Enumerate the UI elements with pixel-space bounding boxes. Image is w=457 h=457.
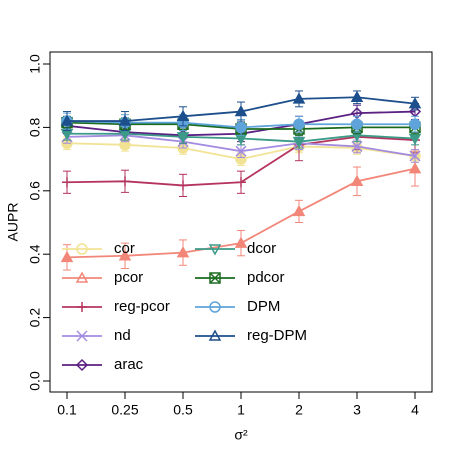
point (408, 162, 422, 174)
legend-label: reg-DPM (247, 327, 307, 344)
legend-marker (75, 271, 89, 283)
point (60, 250, 74, 263)
marker-shape (408, 97, 422, 109)
marker-shape (60, 250, 74, 263)
legend-label: nd (114, 327, 131, 344)
marker-shape (235, 121, 247, 134)
point (118, 114, 132, 126)
y-tick-label: 1.0 (27, 54, 43, 74)
marker-shape (408, 162, 422, 174)
x-axis-label: σ² (234, 427, 248, 443)
legend-marker (75, 358, 89, 372)
marker-shape (293, 118, 305, 130)
legend-marker (208, 244, 222, 256)
marker-shape (60, 114, 74, 126)
marker-shape (176, 109, 190, 122)
x-tick-label: 0.5 (173, 402, 193, 418)
point (351, 118, 363, 130)
marker-shape (409, 118, 421, 130)
point (62, 177, 72, 188)
point (292, 204, 306, 217)
point (118, 249, 132, 261)
point (236, 177, 246, 188)
legend-label: pcor (114, 269, 143, 286)
marker-shape (292, 204, 306, 217)
marker-shape (234, 105, 248, 117)
point (350, 90, 364, 103)
point (60, 114, 74, 126)
legend-label: pdcor (247, 269, 285, 286)
point (178, 180, 188, 191)
legend-label: arac (114, 356, 144, 373)
marker-shape (235, 145, 247, 157)
point (409, 150, 421, 162)
marker-shape (75, 271, 89, 283)
x-tick-label: 1 (237, 402, 245, 418)
marker-shape (209, 272, 221, 284)
x-tick-label: 3 (353, 402, 361, 418)
point (176, 109, 190, 122)
point (235, 145, 247, 157)
marker-shape (209, 272, 221, 284)
x-tick-label: 0.25 (111, 402, 138, 418)
y-tick-label: 0.0 (27, 371, 43, 391)
legend-label: DPM (247, 298, 280, 315)
point (292, 92, 306, 104)
legend-marker (208, 329, 222, 341)
marker-shape (351, 118, 363, 130)
y-tick-label: 0.6 (27, 181, 43, 201)
marker-shape (292, 136, 306, 149)
legend-marker (76, 243, 88, 255)
point (351, 140, 363, 152)
x-tick-label: 4 (411, 402, 419, 418)
point (408, 133, 422, 146)
legend-marker (76, 330, 88, 342)
marker-shape (118, 114, 132, 126)
marker-shape (351, 140, 363, 152)
marker-shape (350, 90, 364, 103)
point (235, 121, 247, 134)
marker-shape (176, 246, 190, 258)
legend-label: cor (114, 240, 135, 257)
marker-shape (209, 301, 221, 313)
point (234, 236, 248, 248)
point (120, 176, 130, 187)
marker-shape (118, 249, 132, 261)
marker-shape (208, 329, 222, 341)
y-axis-label: AUPR (5, 203, 21, 242)
marker-shape (292, 92, 306, 104)
marker-shape (350, 174, 364, 187)
marker-shape (176, 132, 190, 144)
marker-shape (234, 236, 248, 248)
point (350, 174, 364, 187)
point (293, 118, 305, 130)
legend-marker (209, 301, 221, 313)
x-tick-label: 0.1 (57, 402, 77, 418)
point (409, 118, 421, 130)
point (176, 246, 190, 258)
marker-shape (76, 330, 88, 342)
marker-shape (208, 244, 222, 256)
y-tick-label: 0.8 (27, 117, 43, 137)
point (292, 136, 306, 149)
marker-shape (408, 133, 422, 146)
marker-shape (75, 358, 89, 372)
marker-shape (409, 150, 421, 162)
legend-marker (77, 302, 87, 312)
x-tick-label: 2 (295, 402, 303, 418)
point (408, 97, 422, 109)
marker-shape (76, 243, 88, 255)
point (176, 132, 190, 144)
y-tick-label: 0.4 (27, 244, 43, 264)
legend-label: reg-pcor (114, 298, 170, 315)
legend-label: dcor (247, 240, 276, 257)
y-tick-label: 0.2 (27, 308, 43, 328)
point (234, 105, 248, 117)
legend-marker (209, 272, 221, 284)
